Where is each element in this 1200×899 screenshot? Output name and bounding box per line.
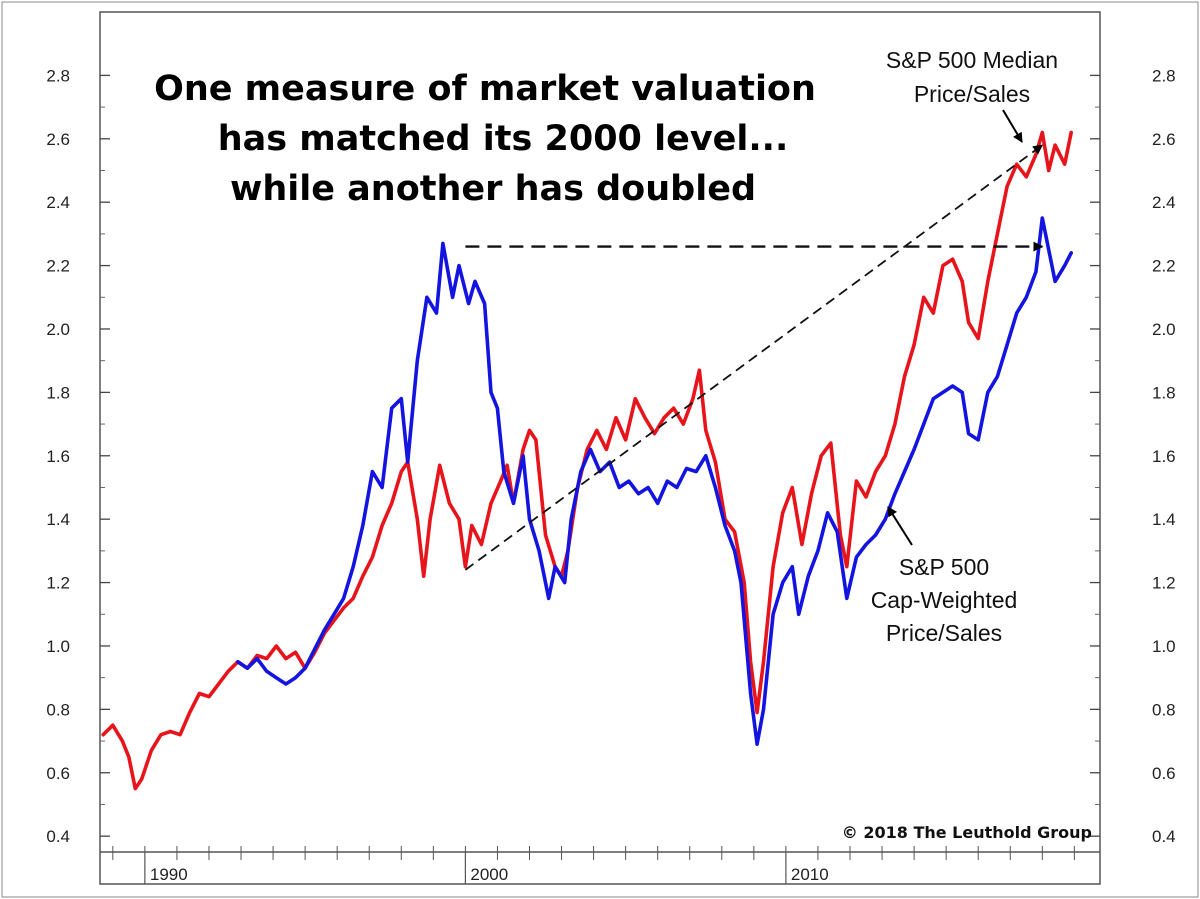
capweighted-annotation-line-3: Price/Sales: [886, 620, 1002, 646]
cap-weighted-price-sales-line: [236, 216, 1073, 746]
y-tick-label-left: 1.4: [46, 510, 70, 529]
median-annotation-line-2: Price/Sales: [914, 81, 1030, 107]
y-tick-label-right: 1.4: [1152, 510, 1176, 529]
y-tick-label-left: 2.8: [46, 66, 70, 85]
y-tick-label-left: 1.6: [46, 447, 70, 466]
chart-title-line-3: while another has doubled: [230, 169, 756, 209]
y-tick-label-right: 2.8: [1152, 66, 1176, 85]
y-tick-label-left: 2.2: [46, 257, 70, 276]
median-annotation-arrow: [1002, 109, 1023, 143]
y-tick-label-right: 2.4: [1152, 193, 1176, 212]
copyright-notice: © 2018 The Leuthold Group: [842, 823, 1092, 842]
chart-title-line-1: One measure of market valuation: [154, 69, 816, 109]
rising-reference-arrow: [464, 144, 1044, 571]
x-axis: 1990 2000 2010: [112, 846, 1075, 884]
y-axis-left: 0.4 0.6 0.8 1.0 1.2 1.4 1.6 1.8 2.0 2.2 2.4 2.6 2.8: [46, 66, 110, 846]
chart-title-line-2: has matched its 2000 level...: [218, 119, 789, 159]
x-tick-label: 1990: [150, 865, 188, 884]
y-tick-label-right: 0.4: [1152, 827, 1176, 846]
capweighted-annotation-arrow: [887, 506, 913, 546]
y-tick-label-right: 0.6: [1152, 764, 1176, 783]
y-tick-label-right: 1.8: [1152, 383, 1176, 402]
y-tick-label-left: 0.4: [46, 827, 70, 846]
capweighted-annotation-line-1: S&P 500: [899, 554, 989, 580]
y-tick-label-right: 2.2: [1152, 257, 1176, 276]
capweighted-annotation-line-2: Cap-Weighted: [871, 587, 1018, 613]
y-tick-label-left: 0.6: [46, 764, 70, 783]
x-tick-label: 2000: [470, 865, 508, 884]
y-tick-label-left: 2.4: [46, 193, 70, 212]
y-tick-label-right: 2.6: [1152, 130, 1176, 149]
y-tick-label-left: 1.2: [46, 574, 70, 593]
y-axis-right: 0.4 0.6 0.8 1.0 1.2 1.4 1.6 1.8 2.0 2.2 2.4 2.6 2.8: [1090, 66, 1176, 846]
y-tick-label-right: 1.0: [1152, 637, 1176, 656]
y-tick-label-right: 1.2: [1152, 574, 1176, 593]
y-tick-label-right: 1.6: [1152, 447, 1176, 466]
x-tick-label: 2010: [791, 865, 829, 884]
y-tick-label-right: 2.0: [1152, 320, 1176, 339]
y-tick-label-left: 1.0: [46, 637, 70, 656]
reference-lines: [464, 144, 1044, 571]
y-tick-label-right: 0.8: [1152, 700, 1176, 719]
y-tick-label-left: 0.8: [46, 700, 70, 719]
y-tick-label-left: 2.0: [46, 320, 70, 339]
plot-frame: [99, 11, 1101, 885]
y-tick-label-left: 1.8: [46, 383, 70, 402]
y-tick-label-left: 2.6: [46, 130, 70, 149]
median-annotation-line-1: S&P 500 Median: [886, 47, 1058, 73]
series-layer: [101, 130, 1073, 791]
